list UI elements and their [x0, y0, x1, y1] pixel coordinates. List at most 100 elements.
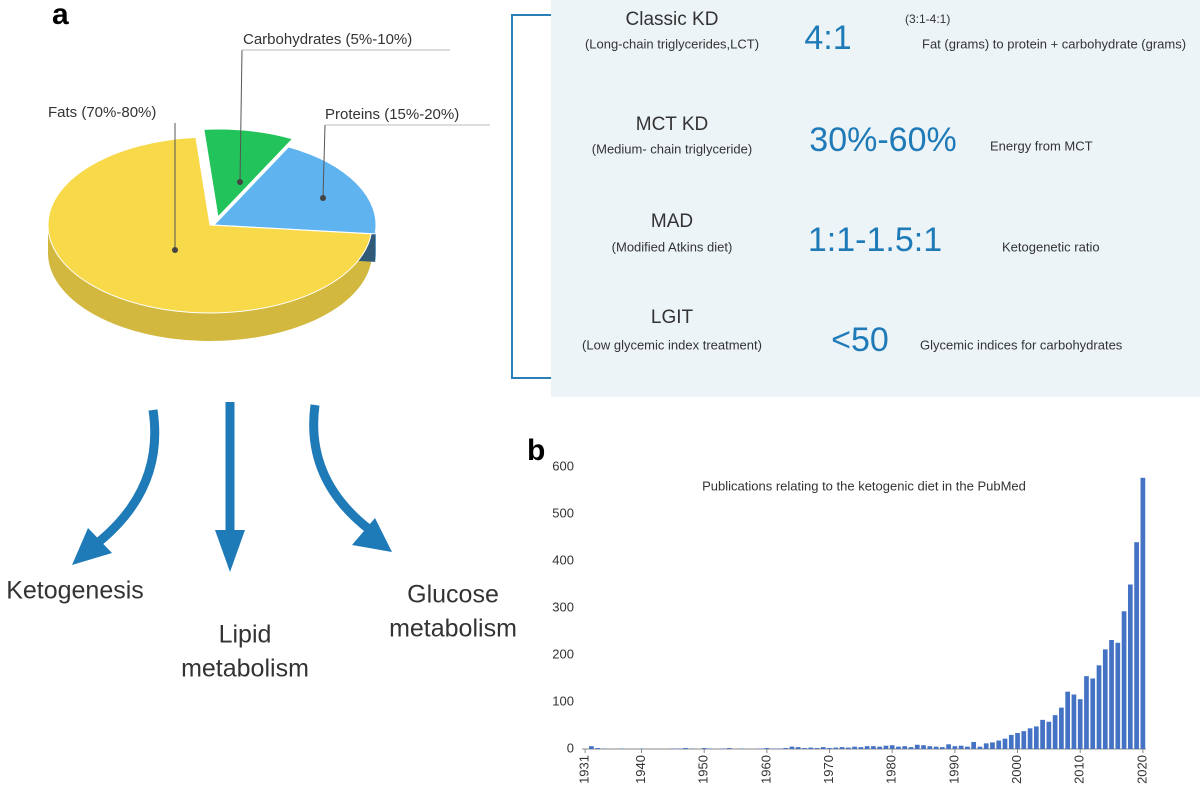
bar [808, 747, 814, 749]
bar [883, 745, 889, 749]
diet-ratio: <50 [831, 321, 889, 359]
bar [1040, 719, 1045, 749]
bar [1052, 715, 1058, 749]
diet-description: Glycemic indices for carbohydrates [920, 337, 1123, 352]
bar [1033, 726, 1039, 749]
outcome-label: metabolism [389, 615, 517, 643]
x-tick-label: 1980 [884, 755, 899, 784]
bar [701, 748, 707, 749]
leader-dot [320, 195, 326, 201]
bar [1046, 721, 1052, 749]
bar [939, 747, 945, 749]
bar [990, 742, 995, 749]
y-tick-label: 0 [567, 740, 574, 755]
diet-full-name: (Medium- chain triglyceride) [592, 141, 752, 156]
bar [864, 746, 870, 749]
bar [952, 746, 958, 749]
y-tick-label: 200 [552, 646, 574, 661]
diet-full-name: (Long-chain triglycerides,LCT) [585, 36, 759, 51]
diet-description: Fat (grams) to protein + carbohydrate (g… [922, 36, 1186, 51]
leader-line [239, 49, 243, 183]
diet-name: MCT KD [636, 114, 708, 135]
bar [958, 745, 964, 749]
y-tick-label: 600 [552, 458, 574, 473]
outcome-label: Ketogenesis [6, 577, 144, 605]
bar [1109, 639, 1114, 749]
pie-slice [47, 136, 372, 314]
y-tick-label: 400 [552, 552, 574, 567]
bar [1096, 665, 1102, 749]
bar [726, 748, 732, 749]
bar [1115, 642, 1121, 749]
bar [1027, 728, 1033, 749]
panel-label: b [527, 434, 545, 467]
arrowheads [72, 518, 392, 572]
bar [996, 740, 1002, 749]
bar [1090, 678, 1096, 749]
pie-label: Proteins (15%-20%) [325, 106, 459, 123]
diet-name: LGIT [651, 307, 694, 328]
bar [971, 741, 977, 749]
bar [921, 745, 926, 749]
bar [683, 748, 688, 749]
bar [877, 746, 883, 749]
pie-slice [212, 146, 377, 235]
x-tick-label: 1990 [946, 755, 961, 784]
diet-name: Classic KD [626, 9, 719, 30]
diet-full-name: (Low glycemic index treatment) [582, 337, 762, 352]
bar [933, 746, 939, 749]
outcome-label: metabolism [181, 655, 309, 683]
diet-description: Energy from MCT [990, 138, 1093, 153]
pie-side [48, 225, 372, 341]
bar [983, 743, 989, 749]
diet-full-name: (Modified Atkins diet) [612, 239, 733, 254]
bar [820, 747, 826, 749]
bar [1077, 699, 1083, 749]
arrows [92, 402, 373, 549]
y-tick-label: 100 [552, 693, 574, 708]
leader-line [322, 124, 326, 199]
diet-panel [551, 0, 1200, 397]
bar [839, 747, 845, 749]
outcome-label: Glucose [407, 581, 499, 609]
diet-ratio: 1:1-1.5:1 [808, 221, 942, 259]
bar [1140, 477, 1146, 749]
leader-dot [237, 179, 243, 185]
bar [789, 746, 795, 749]
bar [908, 747, 914, 749]
bar [1071, 694, 1077, 749]
bar [802, 748, 807, 749]
bar [965, 746, 970, 749]
bar [1084, 676, 1089, 749]
bar [896, 746, 901, 749]
bar [946, 744, 951, 749]
bar [795, 747, 801, 749]
bar [977, 746, 983, 749]
x-tick-label: 1931 [577, 755, 592, 784]
bar [827, 748, 832, 749]
bar [1134, 542, 1139, 749]
bar [1059, 707, 1064, 749]
bar [783, 748, 789, 749]
bar [889, 745, 895, 749]
bar [902, 746, 908, 749]
leader-dot [172, 247, 178, 253]
pie-label: Fats (70%-80%) [48, 104, 156, 121]
bar [858, 747, 864, 749]
diet-ratio: 4:1 [804, 19, 851, 57]
pie-label: Carbohydrates (5%-10%) [243, 31, 412, 48]
bar [845, 747, 851, 749]
bar [1021, 731, 1027, 749]
bar [1127, 584, 1133, 749]
arrowhead [352, 518, 392, 552]
bar [814, 748, 820, 749]
bar [595, 748, 601, 749]
diet-description: Ketogenetic ratio [1002, 239, 1100, 254]
bracket [511, 14, 551, 379]
diet-note: (3:1-4:1) [905, 12, 950, 26]
x-tick-label: 1970 [821, 755, 836, 784]
arrow [309, 404, 373, 534]
bar [1002, 738, 1008, 749]
bar [1015, 733, 1020, 749]
